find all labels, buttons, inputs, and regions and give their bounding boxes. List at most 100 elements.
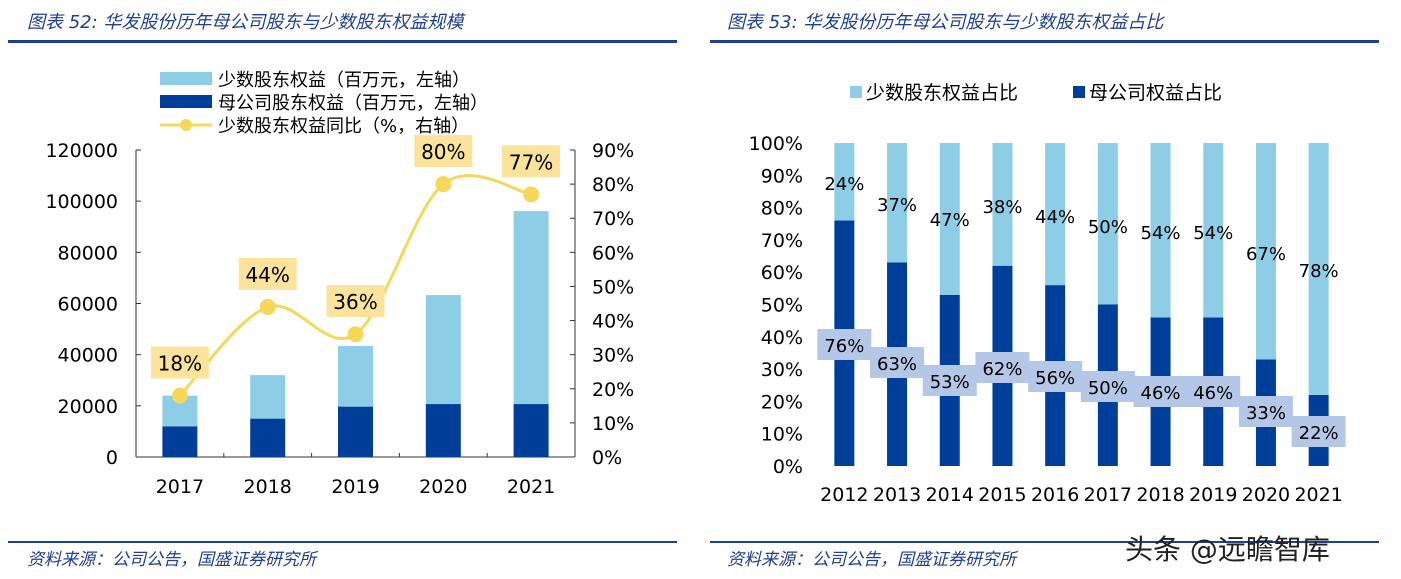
bar-minority-2013 [887, 143, 908, 263]
bar-minority-2021 [1308, 143, 1329, 395]
yoy-label-box [150, 346, 209, 379]
left-title-rule [8, 40, 677, 43]
parent-label-box [1186, 376, 1241, 407]
x-tick-label: 2017 [156, 476, 204, 498]
bar-minority-2015 [992, 143, 1013, 266]
bar-minority-2012 [834, 143, 855, 221]
y-tick-label: 30% [761, 359, 803, 381]
yoy-label: 44% [245, 263, 289, 287]
parent-label: 63% [877, 354, 917, 375]
parent-label-box [922, 365, 977, 396]
watermark: 头条 @远瞻智库 [1125, 533, 1330, 566]
legend-swatch [160, 95, 212, 108]
yoy-point [523, 186, 540, 203]
y2-tick-label: 30% [592, 345, 634, 367]
y-tick-label: 0% [773, 456, 803, 478]
right-chart-title: 图表 53: 华发股份历年母公司股东与少数股东权益占比 [727, 12, 1164, 33]
x-tick-label: 2014 [926, 484, 974, 506]
bar-minority-2019 [338, 345, 373, 407]
yoy-label-box [326, 285, 385, 318]
y-tick-label: 100% [749, 133, 803, 155]
y2-tick-label: 80% [592, 174, 634, 196]
y2-tick-label: 40% [592, 311, 634, 333]
y2-tick-label: 60% [592, 242, 634, 264]
y-tick-label: 100000 [45, 191, 118, 213]
y2-tick-label: 90% [592, 140, 634, 162]
parent-label: 56% [1035, 368, 1075, 389]
parent-label-box [870, 347, 925, 378]
y-tick-label: 40000 [58, 345, 118, 367]
x-tick-label: 2018 [244, 476, 292, 498]
bar-minority-2014 [939, 143, 960, 295]
legend-swatch [1073, 86, 1085, 98]
x-tick-label: 2020 [419, 476, 467, 498]
minority-label: 44% [1035, 207, 1075, 228]
minority-label: 78% [1299, 261, 1339, 282]
yoy-point [259, 298, 276, 315]
parent-label-box [1080, 371, 1135, 402]
y-tick-label: 80000 [58, 242, 118, 264]
left-source: 资料来源：公司公告，国盛证券研究所 [27, 550, 316, 570]
y2-tick-label: 10% [592, 413, 634, 435]
minority-label: 24% [824, 174, 864, 195]
yoy-label-box [414, 135, 473, 168]
y-tick-label: 120000 [45, 140, 118, 162]
x-tick-label: 2019 [1189, 484, 1237, 506]
minority-label: 50% [1088, 217, 1128, 238]
parent-label: 46% [1193, 383, 1233, 404]
bar-minority-2021 [513, 211, 549, 405]
yoy-label: 77% [509, 150, 553, 174]
parent-label-box [1291, 416, 1346, 447]
x-tick-label: 2015 [978, 484, 1026, 506]
y-tick-label: 60% [761, 262, 803, 284]
y-tick-label: 10% [761, 424, 803, 446]
y-tick-label: 20000 [58, 396, 118, 418]
x-tick-label: 2021 [1294, 484, 1342, 506]
bar-minority-2017 [1097, 143, 1118, 305]
x-tick-label: 2017 [1084, 484, 1132, 506]
x-tick-label: 2019 [331, 476, 379, 498]
yoy-label: 80% [421, 140, 465, 164]
bar-parent-2021 [513, 404, 549, 457]
bar-parent-2017 [162, 426, 198, 457]
y-tick-label: 80% [761, 198, 803, 220]
legend-label: 少数股东权益同比（%，右轴） [218, 116, 469, 137]
minority-label: 37% [877, 195, 917, 216]
parent-label-box [1028, 361, 1083, 392]
bar-parent-2020 [425, 404, 461, 457]
y-tick-label: 0 [106, 447, 118, 469]
yoy-label: 18% [158, 352, 202, 376]
parent-label-box [975, 352, 1030, 383]
bar-minority-2019 [1203, 143, 1224, 318]
y2-tick-label: 0% [592, 447, 622, 469]
minority-label: 38% [982, 197, 1022, 218]
parent-label: 53% [930, 372, 970, 393]
x-tick-label: 2013 [873, 484, 921, 506]
y-tick-label: 60000 [58, 294, 118, 316]
y-tick-label: 40% [761, 327, 803, 349]
legend-label: 少数股东权益（百万元，左轴） [218, 70, 470, 91]
bar-parent-2019 [338, 406, 373, 457]
minority-label: 54% [1141, 223, 1181, 244]
right-title-rule [710, 40, 1379, 43]
yoy-label-box [238, 257, 297, 290]
yoy-point [347, 326, 364, 343]
legend-swatch [160, 72, 212, 85]
x-tick-label: 2020 [1242, 484, 1290, 506]
bar-minority-2020 [425, 295, 461, 405]
parent-label: 50% [1088, 378, 1128, 399]
legend-label: 母公司股东权益（百万元，左轴） [218, 93, 488, 114]
yoy-label-box [502, 145, 561, 178]
yoy-point [435, 176, 452, 193]
bar-parent-2018 [250, 418, 286, 457]
bar-minority-2018 [1150, 143, 1171, 318]
yoy-point [171, 387, 188, 404]
legend-swatch [850, 86, 862, 98]
x-tick-label: 2018 [1136, 484, 1184, 506]
x-tick-label: 2016 [1031, 484, 1079, 506]
legend-label: 母公司权益占比 [1089, 82, 1222, 104]
y2-tick-label: 50% [592, 276, 634, 298]
parent-label: 46% [1141, 383, 1181, 404]
left-chart-title: 图表 52: 华发股份历年母公司股东与少数股东权益规模 [27, 12, 464, 33]
parent-label: 62% [982, 359, 1022, 380]
